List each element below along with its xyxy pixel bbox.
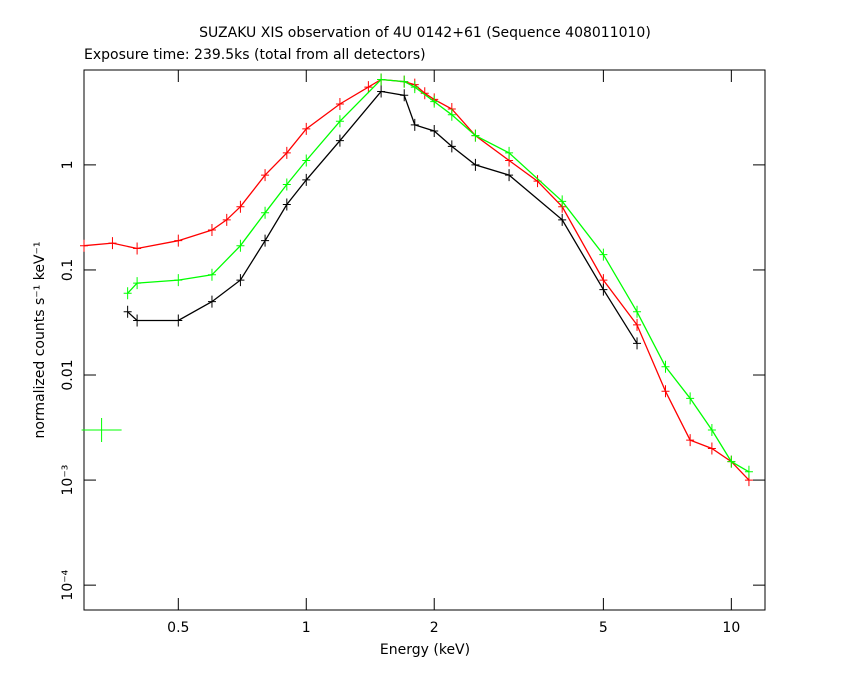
y-tick-label: 0.1: [60, 259, 76, 281]
y-tick-label: 1: [60, 160, 76, 169]
data-point: [599, 248, 608, 261]
data-point: [80, 239, 88, 252]
data-point: [447, 140, 456, 153]
data-point: [633, 305, 642, 318]
data-point: [261, 234, 270, 247]
data-point: [744, 465, 753, 478]
y-tick-label: 0.01: [60, 359, 76, 390]
data-point: [661, 385, 670, 398]
data-point: [686, 392, 695, 405]
data-point: [686, 434, 695, 447]
plot-frame: [83, 69, 766, 611]
data-point: [447, 108, 456, 121]
data-point: [505, 169, 514, 182]
data-point: [174, 274, 183, 287]
data-point: [236, 200, 245, 213]
data-point: [558, 195, 567, 208]
data-point: [335, 115, 344, 128]
data-point: [133, 314, 142, 327]
chart-title: SUZAKU XIS observation of 4U 0142+61 (Se…: [199, 25, 651, 41]
data-point: [302, 154, 311, 167]
data-point: [410, 81, 419, 94]
data-point: [400, 75, 409, 88]
data-point: [599, 283, 608, 296]
data-point: [123, 305, 132, 318]
data-point: [302, 173, 311, 186]
data-point: [236, 274, 245, 287]
data-point: [282, 146, 291, 159]
data-point: [133, 277, 142, 290]
spectrum-line: [127, 78, 750, 473]
data-point: [108, 237, 117, 250]
data-point: [505, 146, 514, 159]
spectrum-line: [127, 90, 638, 344]
data-point: [133, 242, 142, 255]
data-point: [707, 442, 716, 455]
x-tick-label: 10: [722, 620, 740, 636]
data-point: [558, 213, 567, 226]
data-point: [410, 118, 419, 131]
data-point: [420, 87, 429, 100]
data-point: [282, 178, 291, 191]
x-axis-label: Energy (keV): [380, 642, 470, 658]
data-point: [207, 224, 216, 237]
data-point: [727, 455, 736, 468]
data-point: [633, 318, 642, 331]
data-point: [335, 97, 344, 110]
data-point: [471, 158, 480, 171]
data-point: [174, 234, 183, 247]
data-point: [430, 125, 439, 138]
y-tick-label: 10⁻³: [60, 465, 76, 496]
x-tick-label: 2: [430, 620, 439, 636]
data-point: [377, 85, 386, 98]
data-point: [261, 206, 270, 219]
data-point: [377, 73, 386, 86]
data-point: [81, 417, 122, 442]
data-point: [400, 89, 409, 102]
data-point: [123, 287, 132, 300]
data-point: [207, 268, 216, 281]
y-tick-label: 10⁻⁴: [60, 569, 76, 600]
data-point: [236, 239, 245, 252]
data-point: [364, 81, 373, 94]
data-point: [261, 169, 270, 182]
data-point: [430, 95, 439, 108]
x-tick-label: 1: [302, 620, 311, 636]
data-point: [661, 360, 670, 373]
x-tick-label: 0.5: [167, 620, 189, 636]
data-point: [633, 337, 642, 350]
data-point: [335, 134, 344, 147]
x-tick-label: 5: [599, 620, 608, 636]
data-point: [207, 295, 216, 308]
chart-subtitle: Exposure time: 239.5ks (total from all d…: [84, 47, 426, 63]
y-axis-label: normalized counts s⁻¹ keV⁻¹: [32, 241, 48, 438]
data-point: [302, 122, 311, 135]
data-point: [471, 129, 480, 142]
data-point: [282, 198, 291, 211]
data-point: [222, 213, 231, 226]
data-point: [707, 423, 716, 436]
data-point: [174, 314, 183, 327]
